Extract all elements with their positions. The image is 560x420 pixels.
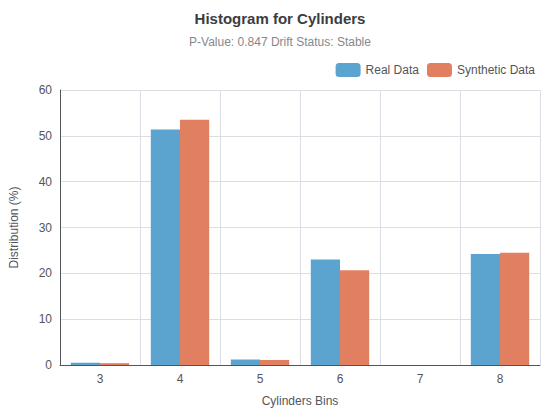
svg-text:0: 0 [45,358,52,372]
svg-text:Synthetic Data: Synthetic Data [457,63,535,77]
svg-text:50: 50 [39,129,53,143]
svg-text:Distribution (%): Distribution (%) [7,186,21,268]
svg-text:5: 5 [257,372,264,386]
svg-text:P-Value: 0.847 Drift Status: S: P-Value: 0.847 Drift Status: Stable [189,35,371,49]
svg-text:Histogram for Cylinders: Histogram for Cylinders [195,10,366,27]
svg-text:30: 30 [39,221,53,235]
svg-text:3: 3 [97,372,104,386]
svg-text:7: 7 [417,372,424,386]
svg-text:40: 40 [39,175,53,189]
svg-text:Cylinders Bins: Cylinders Bins [262,394,339,408]
svg-text:4: 4 [177,372,184,386]
svg-text:60: 60 [39,83,53,97]
svg-text:6: 6 [337,372,344,386]
svg-text:Real Data: Real Data [366,63,420,77]
svg-text:10: 10 [39,312,53,326]
svg-text:20: 20 [39,266,53,280]
svg-text:8: 8 [497,372,504,386]
